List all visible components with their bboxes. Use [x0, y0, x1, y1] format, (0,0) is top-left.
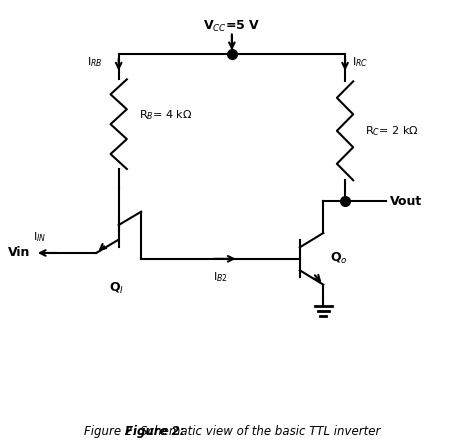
Text: Figure 2: Schematic view of the basic TTL inverter: Figure 2: Schematic view of the basic TT… — [84, 425, 380, 438]
Text: Q$_o$: Q$_o$ — [330, 251, 348, 266]
Text: R$_C$= 2 kΩ: R$_C$= 2 kΩ — [366, 124, 419, 138]
Text: I$_{B2}$: I$_{B2}$ — [213, 270, 228, 284]
Text: Vin: Vin — [8, 246, 30, 259]
Text: Vout: Vout — [390, 195, 423, 208]
Text: V$_{CC}$=5 V: V$_{CC}$=5 V — [203, 19, 260, 34]
Text: R$_B$= 4 kΩ: R$_B$= 4 kΩ — [139, 109, 192, 122]
Text: I$_{RC}$: I$_{RC}$ — [352, 55, 368, 69]
Text: I$_{IN}$: I$_{IN}$ — [33, 230, 46, 244]
Text: Q$_I$: Q$_I$ — [109, 281, 124, 296]
Text: Figure 2:: Figure 2: — [125, 425, 185, 438]
Text: I$_{RB}$: I$_{RB}$ — [87, 55, 103, 69]
